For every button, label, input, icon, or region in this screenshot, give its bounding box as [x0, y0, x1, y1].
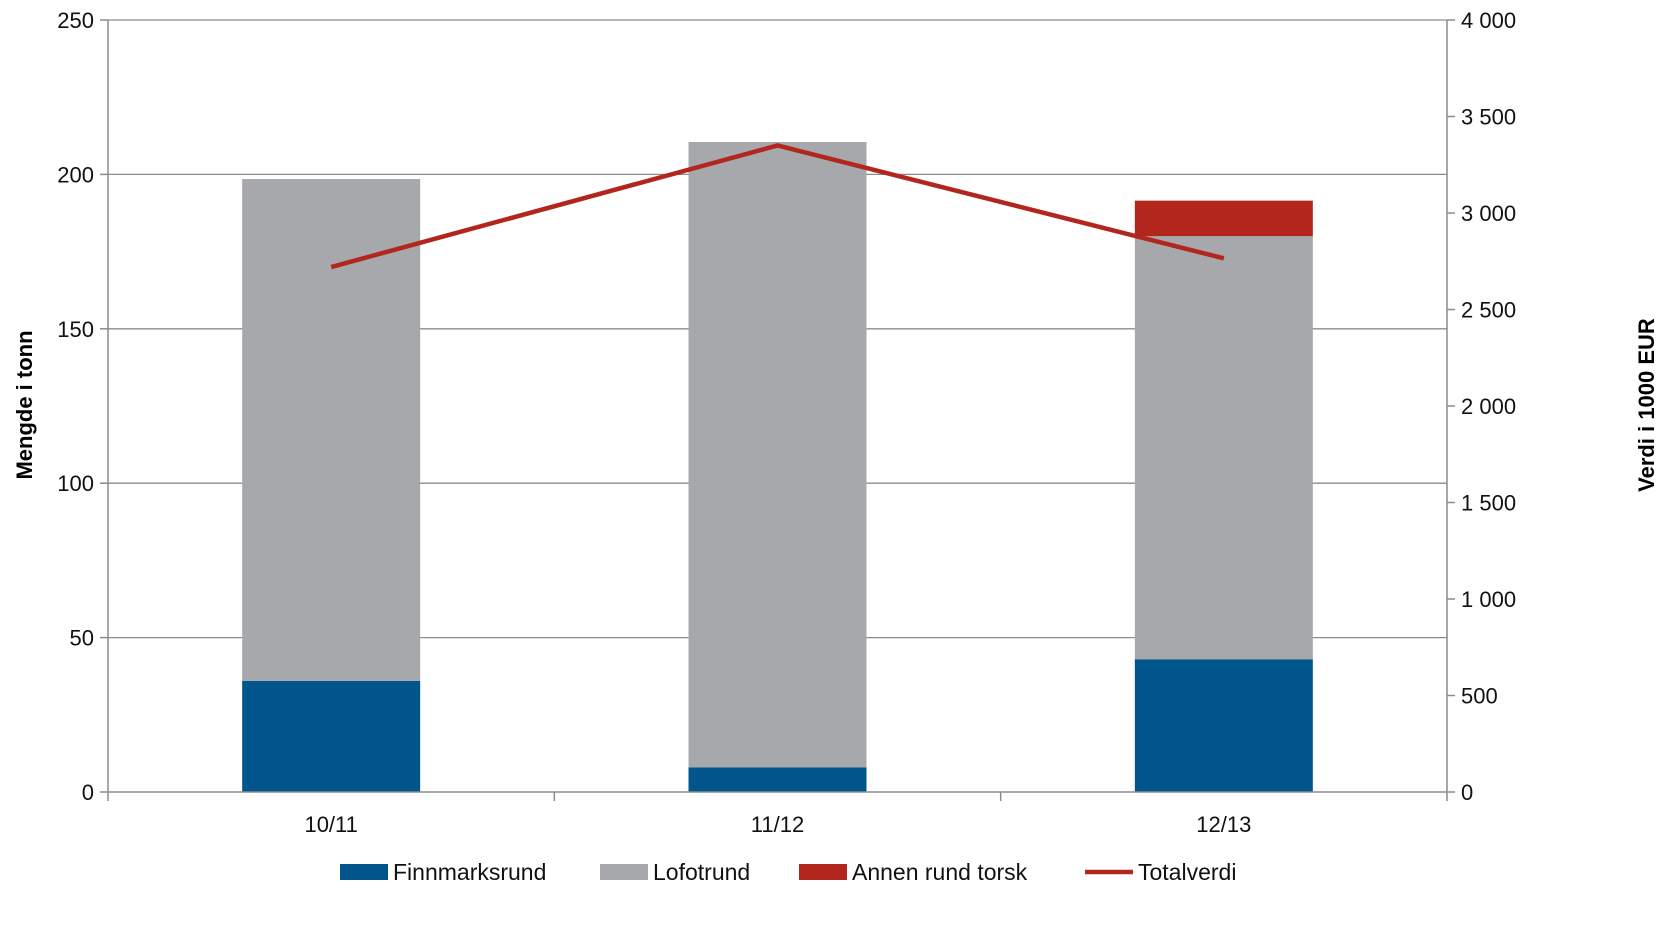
legend-item: Finnmarksrund [340, 859, 546, 885]
left-axis-title: Mengde i tonn [12, 330, 37, 479]
bar-segment [688, 767, 867, 792]
right-tick-label: 3 000 [1461, 201, 1516, 226]
legend-label: Annen rund torsk [852, 859, 1028, 885]
right-tick-label: 4 000 [1461, 8, 1516, 33]
legend-label: Finnmarksrund [393, 859, 546, 885]
bar-series [242, 141, 1313, 792]
right-tick-label: 2 500 [1461, 298, 1516, 323]
left-tick-label: 50 [70, 626, 94, 651]
left-tick-label: 200 [57, 162, 94, 187]
legend: Finnmarksrund Lofotrund Annen rund torsk To… [340, 859, 1236, 885]
line-series [330, 143, 1225, 270]
right-tick-label: 3 500 [1461, 105, 1516, 130]
bar-segment [242, 680, 421, 792]
bar-segment [242, 179, 421, 681]
legend-label: Totalverdi [1138, 859, 1236, 885]
right-tick-label: 1 000 [1461, 587, 1516, 612]
right-tick-label: 2 000 [1461, 394, 1516, 419]
left-axis-ticks: 0 50 100 150 200 250 [57, 8, 108, 805]
left-tick-label: 250 [57, 8, 94, 33]
x-tick-label: 12/13 [1196, 812, 1251, 837]
left-tick-label: 150 [57, 317, 94, 342]
series-line [330, 143, 1225, 270]
right-tick-label: 500 [1461, 684, 1498, 709]
legend-swatch [799, 864, 847, 880]
x-tick-label: 10/11 [304, 812, 357, 837]
legend-item: Lofotrund [600, 859, 750, 885]
right-tick-label: 0 [1461, 780, 1473, 805]
left-tick-label: 100 [57, 471, 94, 496]
x-axis-ticks: 10/11 11/12 12/13 [107, 792, 1448, 837]
right-tick-label: 1 500 [1461, 491, 1516, 516]
legend-swatch [340, 864, 388, 880]
right-axis-ticks: 0 500 1 000 1 500 2 000 2 500 3 000 3 500 4 000 [1447, 8, 1516, 805]
left-tick-label: 0 [82, 780, 94, 805]
right-axis-title: Verdi i 1000 EUR [1634, 318, 1659, 492]
legend-item: Annen rund torsk [799, 859, 1028, 885]
legend-label: Lofotrund [653, 859, 750, 885]
bar-segment [1134, 659, 1313, 792]
bar-segment [1134, 200, 1313, 237]
x-tick-label: 11/12 [751, 812, 804, 837]
legend-swatch [600, 864, 648, 880]
legend-item: Totalverdi [1085, 859, 1236, 885]
bar-segment [688, 141, 867, 768]
bar-segment [1134, 236, 1313, 660]
